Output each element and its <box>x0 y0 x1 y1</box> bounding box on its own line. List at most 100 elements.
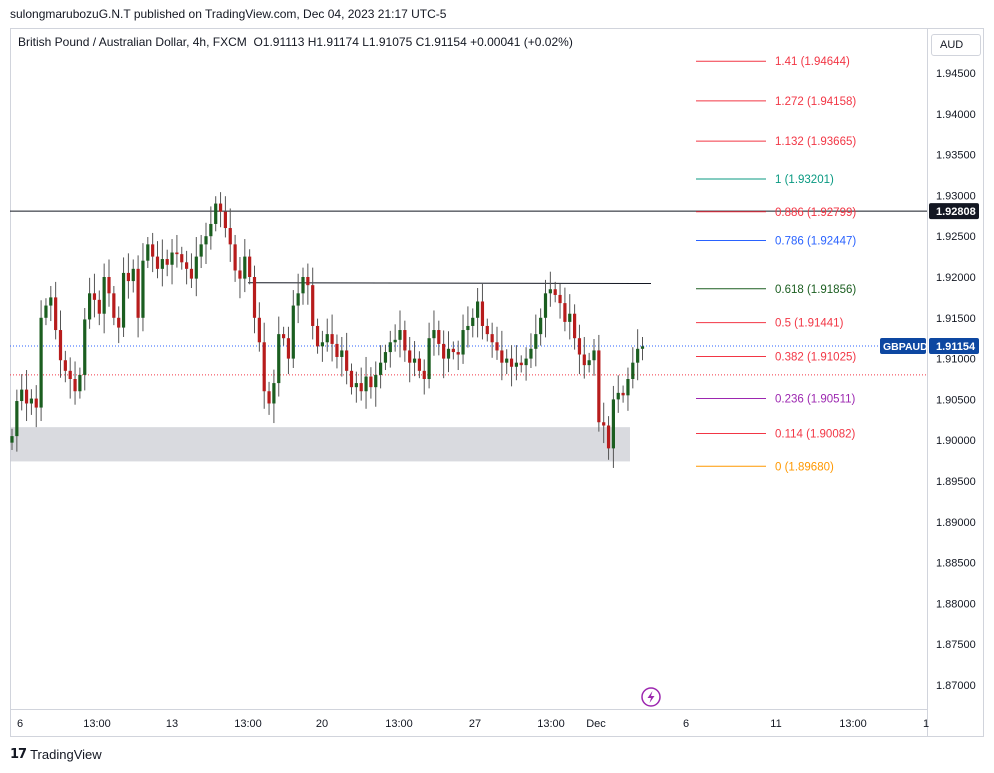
candle[interactable] <box>529 333 533 368</box>
candle[interactable] <box>24 370 29 422</box>
candle[interactable] <box>383 344 388 371</box>
candle[interactable] <box>155 241 160 279</box>
candle[interactable] <box>602 402 606 444</box>
candle[interactable] <box>20 374 24 411</box>
candle[interactable] <box>626 367 630 411</box>
candle[interactable] <box>500 330 504 381</box>
candle[interactable] <box>10 428 14 450</box>
candle[interactable] <box>291 290 295 368</box>
candle[interactable] <box>160 239 164 287</box>
candle[interactable] <box>393 324 397 352</box>
support-zone[interactable] <box>10 427 630 462</box>
currency-selector[interactable]: AUD <box>931 34 981 56</box>
candle[interactable] <box>379 345 383 389</box>
candle[interactable] <box>121 257 126 337</box>
candle[interactable] <box>524 347 528 381</box>
candle[interactable] <box>616 375 620 413</box>
candle[interactable] <box>369 367 373 399</box>
candle[interactable] <box>63 350 67 383</box>
lightning-icon[interactable] <box>641 687 661 707</box>
candle[interactable] <box>539 308 543 346</box>
candle[interactable] <box>306 263 310 305</box>
candle[interactable] <box>170 239 174 285</box>
candle[interactable] <box>573 304 577 350</box>
candle[interactable] <box>223 196 227 238</box>
candle[interactable] <box>15 389 19 452</box>
candle[interactable] <box>534 314 538 367</box>
candle[interactable] <box>68 357 72 399</box>
candle[interactable] <box>185 250 189 285</box>
candle[interactable] <box>597 334 601 432</box>
candle[interactable] <box>398 310 402 358</box>
candle[interactable] <box>218 192 223 228</box>
candle[interactable] <box>631 347 635 389</box>
candle[interactable] <box>437 320 441 356</box>
candle[interactable] <box>126 253 130 299</box>
candle[interactable] <box>315 318 320 354</box>
candle[interactable] <box>282 326 286 346</box>
candle[interactable] <box>272 369 276 424</box>
candle[interactable] <box>194 237 198 297</box>
candle[interactable] <box>432 310 436 356</box>
candle[interactable] <box>563 287 567 332</box>
candle[interactable] <box>495 326 499 360</box>
candle[interactable] <box>39 300 43 422</box>
candle[interactable] <box>354 371 358 403</box>
candle[interactable] <box>204 222 208 264</box>
candle[interactable] <box>146 237 150 269</box>
range-top-line[interactable] <box>247 282 652 285</box>
candle[interactable] <box>621 385 625 403</box>
candle[interactable] <box>359 367 363 401</box>
candle[interactable] <box>34 385 38 428</box>
candle[interactable] <box>165 249 169 277</box>
candle[interactable] <box>422 359 426 395</box>
candle[interactable] <box>228 208 232 262</box>
candle[interactable] <box>141 243 145 332</box>
candle[interactable] <box>456 340 460 371</box>
candle[interactable] <box>262 322 266 409</box>
candle[interactable] <box>345 332 349 385</box>
candle[interactable] <box>286 326 291 375</box>
candle[interactable] <box>606 416 611 460</box>
candle[interactable] <box>403 320 407 362</box>
candle[interactable] <box>320 330 324 362</box>
candle[interactable] <box>476 288 480 338</box>
candle[interactable] <box>233 234 237 282</box>
candle[interactable] <box>519 355 523 373</box>
candle[interactable] <box>243 239 247 293</box>
candle[interactable] <box>92 273 97 318</box>
candle[interactable] <box>209 206 213 250</box>
candle[interactable] <box>296 273 300 324</box>
candle[interactable] <box>78 367 82 399</box>
candle[interactable] <box>388 330 392 368</box>
candle[interactable] <box>311 267 315 340</box>
candle[interactable] <box>408 336 412 383</box>
candle[interactable] <box>335 334 339 369</box>
candle[interactable] <box>73 361 77 405</box>
candle[interactable] <box>471 308 475 338</box>
candle[interactable] <box>151 232 155 273</box>
candle[interactable] <box>640 336 645 361</box>
candle[interactable] <box>102 263 106 334</box>
candle[interactable] <box>364 356 368 409</box>
candle[interactable] <box>505 349 509 375</box>
candle[interactable] <box>97 290 101 326</box>
candle[interactable] <box>558 283 562 319</box>
candle[interactable] <box>29 389 33 415</box>
candle[interactable] <box>461 314 465 364</box>
candle[interactable] <box>131 259 135 293</box>
candle[interactable] <box>54 281 58 340</box>
candle[interactable] <box>592 339 596 376</box>
candle[interactable] <box>548 271 552 307</box>
candle[interactable] <box>325 318 329 352</box>
candle[interactable] <box>446 331 451 373</box>
candle[interactable] <box>49 285 53 322</box>
candle[interactable] <box>189 253 194 289</box>
candle[interactable] <box>514 345 518 381</box>
candle[interactable] <box>451 341 455 360</box>
candle[interactable] <box>587 352 591 373</box>
candle[interactable] <box>257 302 261 352</box>
candle[interactable] <box>412 341 417 377</box>
candle[interactable] <box>568 294 572 340</box>
